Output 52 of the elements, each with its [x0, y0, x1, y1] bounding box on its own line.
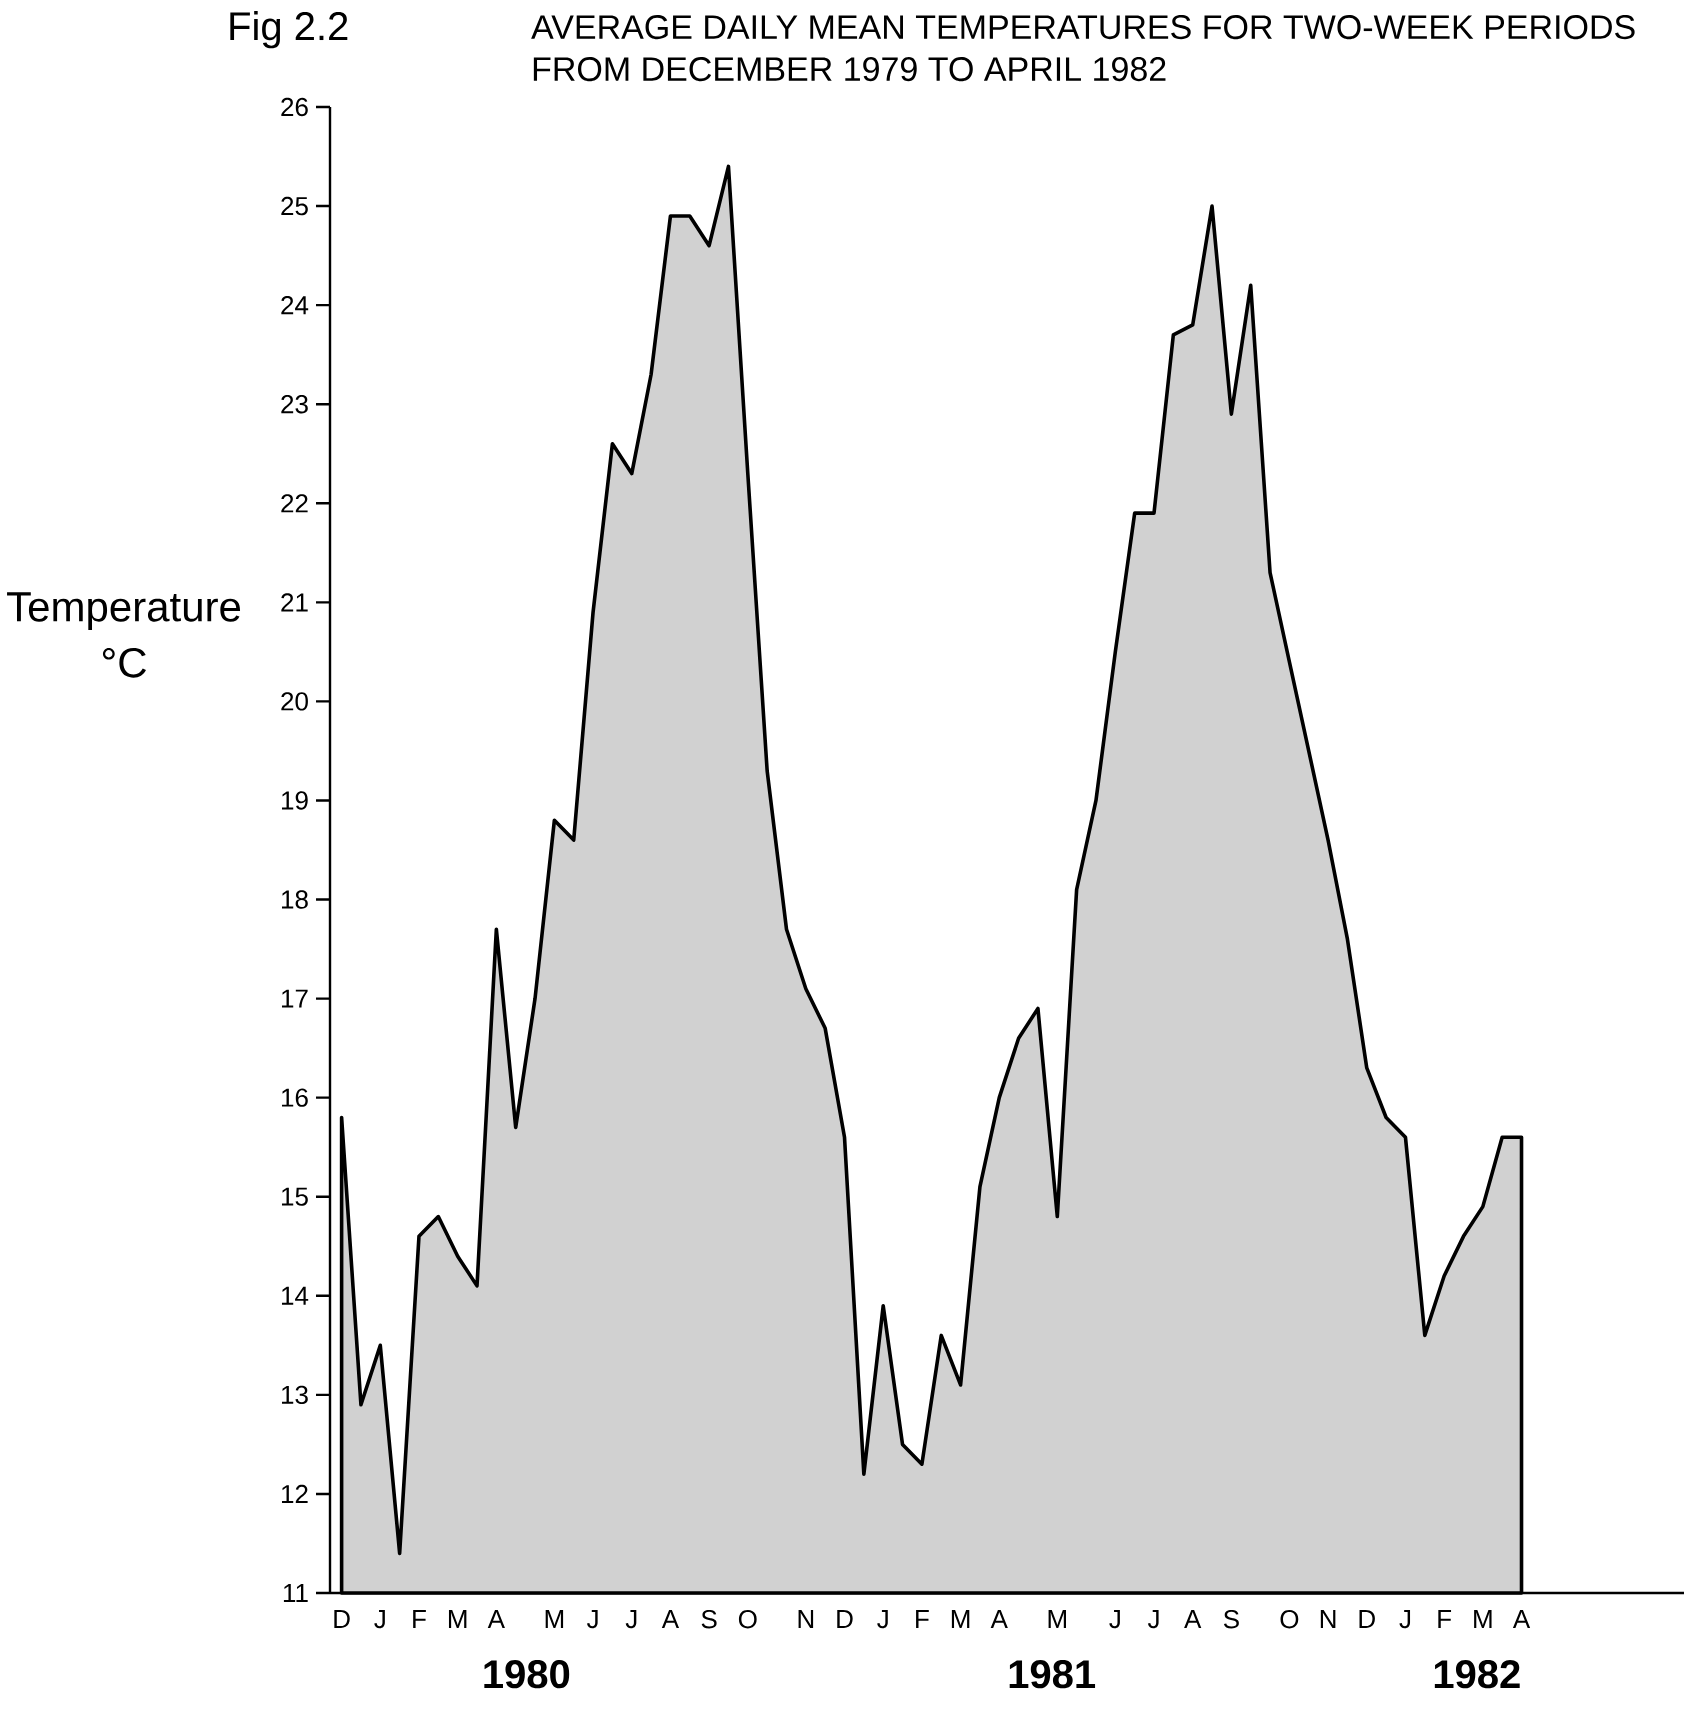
- y-tick-label: 19: [281, 791, 308, 810]
- y-tick-label: 26: [281, 97, 308, 117]
- x-tick-label: M: [951, 1610, 970, 1628]
- x-tick-label: A: [990, 1610, 1008, 1628]
- text: 1981: [1009, 1660, 1096, 1689]
- x-tick-label: A: [1184, 1610, 1202, 1628]
- x-tick-label: F: [413, 1610, 426, 1628]
- x-tick-label: O: [738, 1610, 757, 1629]
- y-tick-label: 24: [281, 296, 309, 315]
- x-tick-label: M: [448, 1610, 467, 1628]
- x-tick-label: D: [1359, 1610, 1375, 1628]
- y-tick-label: 14: [281, 1286, 309, 1305]
- y-tick-label: 15: [281, 1187, 308, 1206]
- x-tick-label: A: [661, 1610, 680, 1628]
- x-tick-label: N: [798, 1610, 814, 1628]
- x-tick-label: J: [1109, 1610, 1120, 1629]
- x-tick-label: S: [701, 1610, 717, 1629]
- x-tick-label: O: [1280, 1610, 1299, 1629]
- x-tick-label: J: [1399, 1610, 1411, 1629]
- y-tick-label: 12: [281, 1484, 308, 1504]
- chart-subtitle: FROM DECEMBER 1979 TO APRIL 1982: [533, 57, 1166, 82]
- x-tick-label: F: [1438, 1610, 1452, 1628]
- y-tick-label: 22: [281, 494, 308, 513]
- text: 1980: [484, 1660, 570, 1689]
- y-tick-label: 17: [281, 989, 308, 1008]
- y-tick-label: 18: [281, 890, 308, 909]
- x-tick-label: J: [1147, 1610, 1159, 1629]
- y-axis-title: Temperature °C: [7, 592, 241, 678]
- x-tick-label: N: [1320, 1610, 1336, 1628]
- y-tick-label: 16: [281, 1088, 308, 1107]
- y-tick-label: 20: [281, 692, 308, 711]
- x-tick-label: J: [374, 1610, 385, 1629]
- x-tick-label: A: [487, 1610, 505, 1628]
- x-tick-label: D: [334, 1610, 350, 1628]
- x-tick-label: J: [877, 1610, 888, 1629]
- y-tick-label: 13: [281, 1385, 308, 1405]
- x-tick-label: M: [1474, 1610, 1492, 1628]
- y-tick-label: 21: [281, 593, 308, 612]
- x-tick-label: M: [1048, 1610, 1066, 1628]
- y-tick-label: 23: [281, 394, 308, 414]
- x-tick-label: M: [545, 1610, 564, 1628]
- chart-title: AVERAGE DAILY MEAN TEMPERATURES FOR TWO-WEEK PERIODS: [531, 15, 1635, 40]
- text: 1982: [1434, 1660, 1520, 1689]
- x-tick-label: J: [586, 1610, 598, 1629]
- x-tick-label: D: [837, 1610, 853, 1628]
- y-tick-label: 11: [283, 1584, 308, 1602]
- caption: Fig 2.2: [230, 11, 348, 49]
- x-tick-label: F: [916, 1610, 929, 1628]
- x-tick-label: S: [1223, 1610, 1239, 1629]
- x-tick-label: J: [625, 1610, 637, 1629]
- y-tick-label: 25: [281, 196, 308, 216]
- x-tick-label: A: [1512, 1610, 1531, 1628]
